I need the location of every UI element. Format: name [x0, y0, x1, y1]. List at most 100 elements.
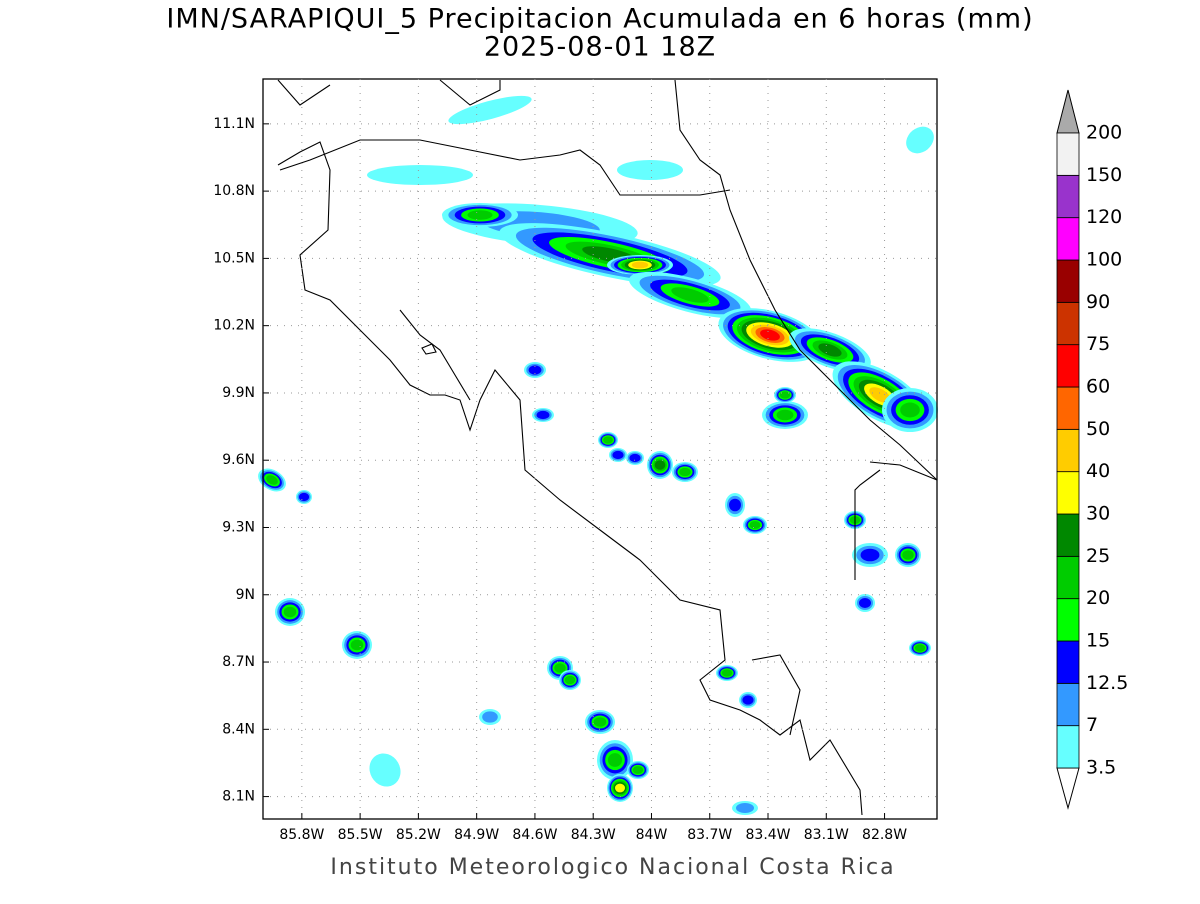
footer: Instituto Meteorologico Nacional Costa R…	[330, 855, 895, 880]
precip-contour	[629, 453, 641, 463]
x-tick-label: 83.1W	[804, 827, 849, 843]
precip-contour	[679, 467, 691, 477]
precip-contour	[902, 550, 914, 560]
precip-contour	[467, 210, 493, 220]
colorbar-label: 7	[1086, 714, 1098, 736]
subtitle: 2025-08-01 18Z	[484, 32, 716, 63]
precip-contour	[631, 261, 649, 269]
colorbar-label: 50	[1086, 418, 1110, 440]
precip-contour	[654, 460, 666, 470]
colorbar-label: 75	[1086, 333, 1110, 355]
precip-contour	[612, 450, 624, 460]
precip-contour	[671, 287, 709, 303]
y-tick-label: 9.3N	[222, 519, 255, 535]
precip-contour	[554, 663, 566, 673]
y-tick-label: 9.9N	[222, 385, 255, 401]
precip-contour	[593, 717, 607, 727]
caribbean-coast	[674, 79, 938, 481]
colorbar-box	[1056, 217, 1080, 261]
colorbar-over	[1056, 89, 1080, 134]
precip-contour	[776, 409, 794, 421]
gulf-nicoya	[399, 309, 471, 401]
colorbar-box	[1056, 682, 1080, 727]
x-tick-label: 83.7W	[687, 827, 732, 843]
precip-contour	[729, 498, 741, 512]
precip-contour	[632, 766, 644, 774]
x-tick-label: 82.8W	[862, 827, 907, 843]
x-tick-label: 84.9W	[454, 827, 499, 843]
precip-contour	[367, 165, 473, 185]
colorbar-label: 60	[1086, 376, 1110, 398]
precip-contour	[482, 711, 498, 723]
colorbar-box	[1056, 428, 1080, 473]
precip-contour	[617, 160, 683, 180]
map-frame	[262, 78, 938, 820]
x-tick-label: 85.2W	[396, 827, 441, 843]
precip-contour	[779, 391, 791, 399]
precip-contour	[906, 126, 934, 154]
border	[279, 139, 731, 196]
border	[854, 461, 938, 580]
peninsula	[751, 654, 801, 736]
precip-contour	[721, 669, 733, 677]
colorbar-label: 15	[1086, 630, 1110, 652]
precip-contour	[603, 436, 613, 444]
y-tick-label: 8.4N	[222, 721, 255, 737]
colorbar-label: 30	[1086, 503, 1110, 525]
precip-contour	[266, 475, 278, 485]
colorbar-label: 3.5	[1086, 757, 1116, 779]
y-tick-label: 10.5N	[213, 250, 255, 266]
precip-contour	[607, 753, 623, 767]
y-tick-label: 10.2N	[213, 318, 255, 334]
colorbar-box	[1056, 386, 1080, 430]
coastlines	[277, 79, 938, 816]
island	[421, 343, 437, 355]
precip-contour	[860, 548, 880, 562]
x-tick-label: 85.8W	[279, 827, 324, 843]
precip-contour	[448, 95, 532, 125]
colorbar-label: 120	[1086, 206, 1122, 228]
colorbar-label: 150	[1086, 164, 1122, 186]
colorbar-under	[1056, 767, 1080, 810]
y-tick-label: 8.1N	[222, 789, 255, 805]
colorbar-box	[1056, 174, 1080, 219]
colorbar-label: 12.5	[1086, 672, 1128, 694]
title: IMN/SARAPIQUI_5 Precipitacion Acumulada …	[166, 4, 1033, 35]
y-tick-label: 11.1N	[213, 116, 255, 132]
colorbar-box	[1056, 555, 1080, 600]
colorbar-box	[1056, 301, 1080, 346]
y-tick-label: 8.7N	[222, 654, 255, 670]
colorbar-box	[1056, 259, 1080, 303]
precip-contour	[914, 644, 926, 652]
colorbar-box	[1056, 598, 1080, 642]
precip-contour	[528, 365, 542, 375]
colorbar-label: 20	[1086, 587, 1110, 609]
precip-contour	[736, 803, 754, 813]
colorbar-box	[1056, 725, 1080, 769]
precip-contour	[760, 329, 780, 341]
x-tick-label: 83.4W	[746, 827, 791, 843]
precip-contour	[742, 695, 754, 705]
precip-contour	[536, 410, 550, 420]
colorbar-box	[1056, 640, 1080, 684]
colorbar-label: 100	[1086, 249, 1122, 271]
y-tick-label: 10.8N	[213, 183, 255, 199]
precip-contour	[869, 387, 891, 403]
x-tick-label: 84.3W	[571, 827, 616, 843]
y-tick-label: 9N	[236, 587, 255, 603]
precip-contour	[298, 492, 310, 502]
x-tick-label: 85.5W	[338, 827, 383, 843]
precip-contour	[749, 521, 761, 529]
colorbar-box	[1056, 344, 1080, 388]
precip-contour	[283, 606, 297, 618]
precip-contour	[369, 753, 401, 787]
x-tick-label: 84W	[636, 827, 668, 843]
colorbar-label: 40	[1086, 460, 1110, 482]
colorbar-box	[1056, 471, 1080, 515]
colorbar-label: 90	[1086, 291, 1110, 313]
precipitation-field	[258, 95, 938, 815]
x-tick-label: 84.6W	[512, 827, 557, 843]
precip-contour	[859, 598, 871, 608]
colorbar-box	[1056, 132, 1080, 176]
